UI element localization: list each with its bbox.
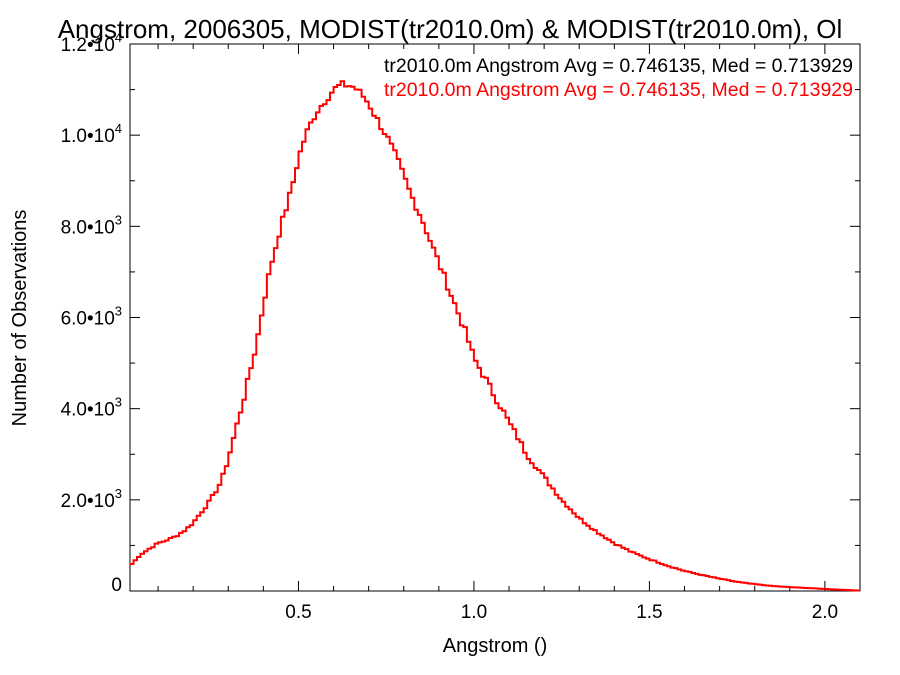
y-tick-exponent: 3 bbox=[115, 212, 122, 227]
annotation-black-series: tr2010.0m Angstrom Avg = 0.746135, Med =… bbox=[384, 55, 853, 77]
y-tick-exponent: 3 bbox=[115, 304, 122, 319]
y-tick-label: 0 bbox=[111, 575, 122, 596]
y-tick-mantissa: 8.0•10 bbox=[61, 217, 115, 238]
y-tick-mantissa: 2.0•10 bbox=[61, 491, 115, 512]
chart-title: Angstrom, 2006305, MODIST(tr2010.0m) & M… bbox=[58, 14, 843, 44]
y-tick-label: 8.0•103 bbox=[61, 212, 122, 238]
x-axis-label: Angstrom () bbox=[443, 635, 547, 657]
plot-frame bbox=[129, 43, 861, 592]
y-tick-label: 2.0•103 bbox=[61, 486, 122, 512]
x-axis-ticks: 0.5 1.0 1.5 2.0 bbox=[157, 44, 838, 623]
histogram-series-line bbox=[130, 80, 860, 592]
y-tick-exponent: 4 bbox=[115, 30, 122, 45]
y-tick-mantissa: 6.0•10 bbox=[61, 309, 115, 330]
y-tick-mantissa: 4.0•10 bbox=[61, 400, 115, 421]
y-tick-mantissa: 1.0•10 bbox=[61, 126, 115, 147]
y-axis-ticks: 02.0•1034.0•1036.0•1038.0•1031.0•1041.2•… bbox=[61, 30, 860, 596]
x-tick-label: 1.5 bbox=[636, 602, 662, 623]
y-axis-label: Number of Observations bbox=[9, 210, 31, 427]
x-tick-label: 2.0 bbox=[812, 602, 838, 623]
y-tick-exponent: 4 bbox=[115, 121, 122, 136]
y-tick-exponent: 3 bbox=[115, 486, 122, 501]
x-tick-label: 1.0 bbox=[461, 602, 487, 623]
annotation-red-series: tr2010.0m Angstrom Avg = 0.746135, Med =… bbox=[384, 79, 853, 101]
y-tick-label: 6.0•103 bbox=[61, 304, 122, 330]
y-tick-mantissa: 0 bbox=[111, 575, 122, 596]
y-tick-label: 1.2•104 bbox=[61, 30, 122, 56]
y-tick-exponent: 3 bbox=[115, 395, 122, 410]
legend-annotations: tr2010.0m Angstrom Avg = 0.746135, Med =… bbox=[384, 55, 853, 101]
y-tick-mantissa: 1.2•10 bbox=[61, 35, 115, 56]
y-tick-label: 4.0•103 bbox=[61, 395, 122, 421]
y-tick-label: 1.0•104 bbox=[61, 121, 122, 147]
x-tick-label: 0.5 bbox=[285, 602, 311, 623]
